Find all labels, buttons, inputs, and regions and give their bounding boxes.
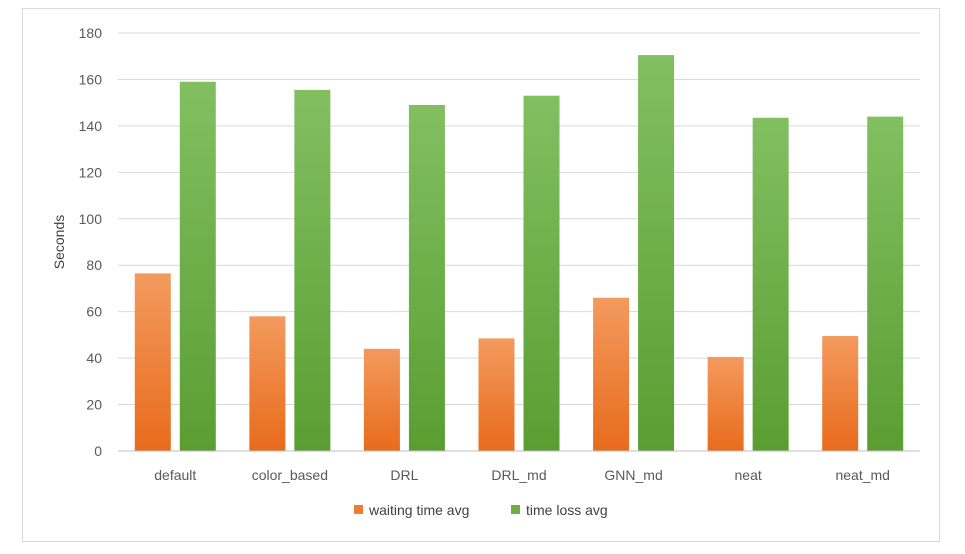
- x-tick-label: DRL_md: [491, 467, 546, 483]
- y-tick-label: 60: [86, 304, 102, 320]
- y-tick-labels: 0 20 40 60 80 100 120 140 160 180: [79, 25, 103, 459]
- bar-waiting-time-avg: [478, 338, 515, 451]
- y-tick-label: 140: [79, 118, 103, 134]
- bar-time-loss-avg: [408, 104, 445, 451]
- bar-time-loss-avg: [867, 116, 904, 451]
- legend-swatch-time-loss-avg: [511, 505, 520, 514]
- y-tick-label: 40: [86, 350, 102, 366]
- x-tick-label: neat_md: [835, 467, 889, 483]
- legend-swatch-waiting-time-avg: [354, 505, 363, 514]
- bar-waiting-time-avg: [363, 348, 400, 451]
- gridlines: [118, 32, 920, 406]
- x-tick-label: neat: [735, 467, 762, 483]
- x-tick-label: color_based: [252, 467, 328, 483]
- bar-time-loss-avg: [752, 117, 789, 451]
- y-tick-label: 100: [79, 211, 103, 227]
- bar-waiting-time-avg: [134, 273, 171, 451]
- y-tick-label: 20: [86, 397, 102, 413]
- x-tick-label: default: [154, 467, 196, 483]
- legend: waiting time avg time loss avg: [354, 502, 608, 518]
- x-tick-label: DRL: [390, 467, 418, 483]
- bar-waiting-time-avg: [707, 356, 744, 451]
- y-tick-label: 80: [86, 257, 102, 273]
- legend-label-waiting-time-avg: waiting time avg: [368, 502, 469, 518]
- bar-time-loss-avg: [638, 55, 675, 452]
- y-tick-label: 160: [79, 71, 103, 87]
- bar-waiting-time-avg: [822, 336, 859, 451]
- bar-time-loss-avg: [523, 95, 560, 451]
- y-tick-label: 120: [79, 164, 103, 180]
- x-tick-label: GNN_md: [604, 467, 662, 483]
- y-tick-label: 180: [79, 25, 103, 41]
- y-tick-label: 0: [94, 443, 102, 459]
- y-axis-title: Seconds: [51, 215, 67, 269]
- bar-time-loss-avg: [294, 89, 331, 452]
- bar-waiting-time-avg: [249, 316, 286, 451]
- bar-time-loss-avg: [179, 81, 216, 452]
- x-tick-labels: default color_based DRL DRL_md GNN_md neat nea…: [154, 467, 890, 483]
- legend-label-time-loss-avg: time loss avg: [526, 502, 608, 518]
- bar-waiting-time-avg: [593, 297, 630, 451]
- bars: [134, 55, 904, 452]
